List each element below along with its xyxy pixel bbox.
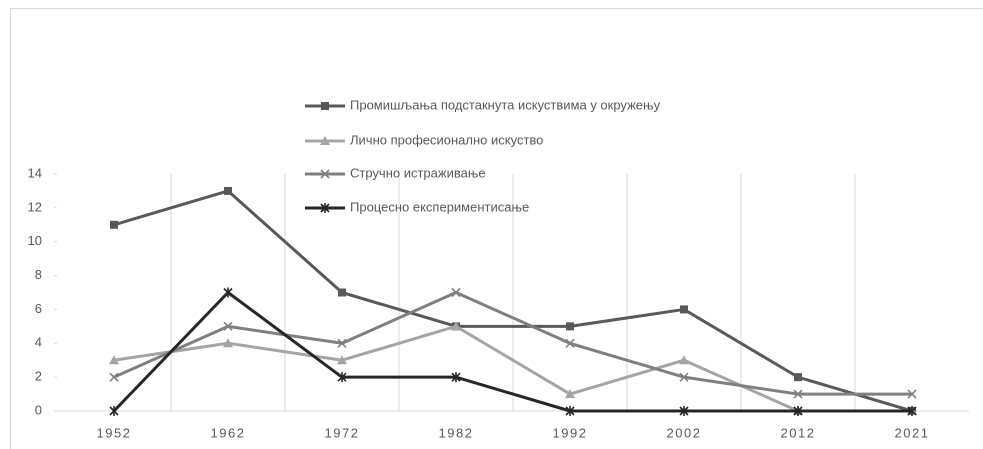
series-line (113, 324, 912, 413)
data-point (337, 338, 347, 348)
marker-shape (793, 389, 803, 399)
y-tick-label: 2 (35, 369, 42, 384)
marker-shape (679, 372, 689, 382)
marker-shape (679, 355, 689, 365)
data-point (565, 406, 575, 416)
data-point (109, 406, 119, 416)
data-point (679, 372, 689, 382)
data-point (223, 321, 233, 331)
data-point (907, 389, 917, 399)
data-point (223, 287, 233, 298)
marker-shape (794, 373, 802, 382)
data-point (794, 373, 802, 382)
x-tick-label: 2002 (667, 425, 702, 440)
x-tick-label: 1962 (211, 425, 246, 440)
data-point (793, 406, 803, 416)
marker-shape (224, 186, 232, 195)
data-point (451, 372, 461, 383)
marker-shape (566, 322, 574, 331)
legend-marker (320, 169, 330, 179)
data-point (907, 406, 917, 416)
y-tick-label: 8 (35, 267, 42, 282)
y-tick-label: 4 (35, 335, 42, 350)
legend-marker (320, 136, 330, 145)
series-line (113, 291, 912, 396)
data-point (451, 321, 461, 331)
marker-shape (109, 355, 119, 365)
x-tick-label: 2021 (895, 425, 930, 440)
x-tick-label: 1952 (97, 425, 132, 440)
x-tick-label: 2012 (781, 425, 816, 440)
marker-shape (451, 321, 461, 331)
data-point (793, 389, 803, 399)
legend-label: Стручно истраживање (350, 165, 486, 180)
legend-marker (321, 102, 329, 110)
y-tick-label: 12 (28, 199, 42, 214)
legend-marker (320, 203, 330, 213)
data-point (679, 406, 689, 416)
marker-shape (565, 389, 575, 399)
marker-shape (320, 169, 330, 179)
marker-shape (337, 338, 347, 348)
marker-shape (109, 372, 119, 382)
marker-shape (907, 389, 917, 399)
series-line (113, 189, 913, 413)
marker-shape (337, 355, 347, 365)
x-tick-label: 1992 (553, 425, 588, 440)
data-point (109, 372, 119, 382)
marker-shape (321, 102, 329, 110)
data-point (565, 338, 575, 348)
data-point (110, 220, 118, 229)
marker-shape (110, 220, 118, 229)
data-point (566, 322, 574, 331)
data-point (337, 372, 347, 383)
data-point (224, 186, 232, 195)
legend-label: Лично професионално искуство (350, 132, 543, 147)
legend-label: Процесно експериментисање (350, 199, 529, 214)
marker-shape (223, 338, 233, 348)
data-point (109, 355, 119, 365)
y-tick-label: 6 (35, 301, 42, 316)
marker-shape (338, 288, 346, 297)
data-point (680, 305, 688, 314)
data-point (451, 287, 461, 298)
x-tick-label: 1972 (325, 425, 360, 440)
legend-label: Промишљања подстакнута искуствима у окру… (350, 97, 661, 112)
series-line (112, 291, 912, 413)
marker-shape (565, 338, 575, 348)
data-point (338, 288, 346, 297)
y-tick-label: 14 (28, 165, 42, 180)
data-point (679, 355, 689, 365)
marker-shape (680, 305, 688, 314)
data-point (337, 355, 347, 365)
y-tick-label: 0 (35, 402, 42, 417)
data-point (565, 389, 575, 399)
marker-shape (223, 321, 233, 331)
y-tick-label: 10 (28, 233, 42, 248)
marker-shape (451, 287, 461, 298)
data-point (223, 338, 233, 348)
chart-border (10, 8, 983, 449)
marker-shape (320, 136, 330, 145)
x-tick-label: 1982 (439, 425, 474, 440)
